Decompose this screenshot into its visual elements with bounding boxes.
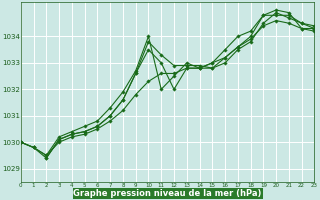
X-axis label: Graphe pression niveau de la mer (hPa): Graphe pression niveau de la mer (hPa) [73,189,262,198]
